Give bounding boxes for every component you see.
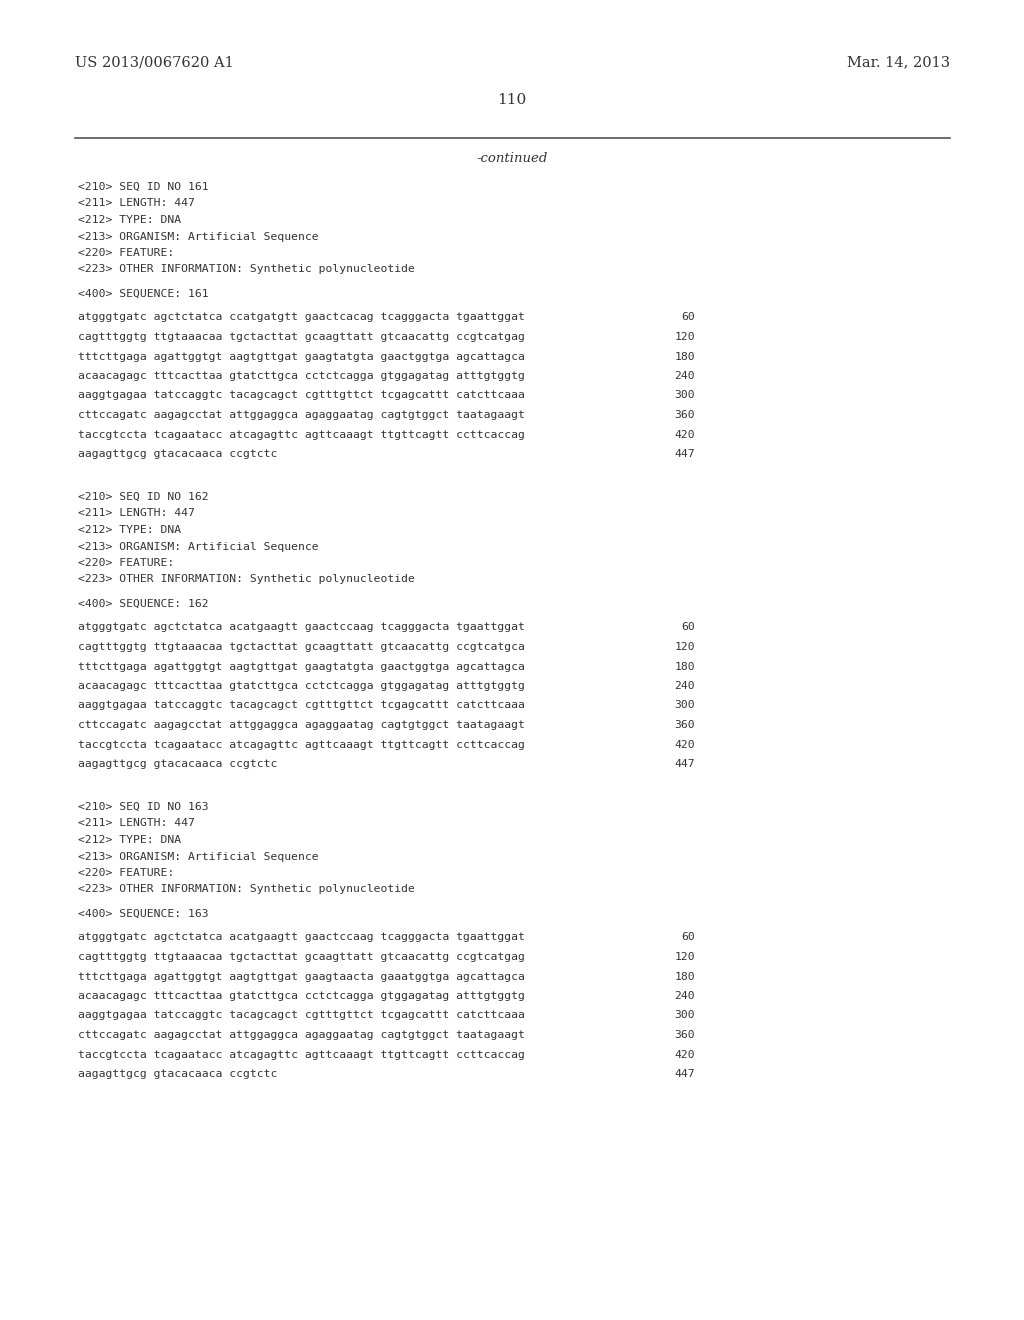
- Text: aagagttgcg gtacacaaca ccgtctc: aagagttgcg gtacacaaca ccgtctc: [78, 449, 278, 459]
- Text: 60: 60: [681, 623, 695, 632]
- Text: 60: 60: [681, 313, 695, 322]
- Text: tttcttgaga agattggtgt aagtgttgat gaagtatgta gaactggtga agcattagca: tttcttgaga agattggtgt aagtgttgat gaagtat…: [78, 351, 525, 362]
- Text: 240: 240: [675, 681, 695, 690]
- Text: 180: 180: [675, 351, 695, 362]
- Text: atgggtgatc agctctatca acatgaagtt gaactccaag tcagggacta tgaattggat: atgggtgatc agctctatca acatgaagtt gaactcc…: [78, 623, 525, 632]
- Text: acaacagagc tttcacttaa gtatcttgca cctctcagga gtggagatag atttgtggtg: acaacagagc tttcacttaa gtatcttgca cctctca…: [78, 991, 525, 1001]
- Text: -continued: -continued: [476, 152, 548, 165]
- Text: <220> FEATURE:: <220> FEATURE:: [78, 248, 174, 257]
- Text: tttcttgaga agattggtgt aagtgttgat gaagtaacta gaaatggtga agcattagca: tttcttgaga agattggtgt aagtgttgat gaagtaa…: [78, 972, 525, 982]
- Text: 240: 240: [675, 991, 695, 1001]
- Text: acaacagagc tttcacttaa gtatcttgca cctctcagga gtggagatag atttgtggtg: acaacagagc tttcacttaa gtatcttgca cctctca…: [78, 681, 525, 690]
- Text: tttcttgaga agattggtgt aagtgttgat gaagtatgta gaactggtga agcattagca: tttcttgaga agattggtgt aagtgttgat gaagtat…: [78, 661, 525, 672]
- Text: 300: 300: [675, 701, 695, 710]
- Text: <400> SEQUENCE: 162: <400> SEQUENCE: 162: [78, 599, 209, 609]
- Text: 360: 360: [675, 719, 695, 730]
- Text: atgggtgatc agctctatca acatgaagtt gaactccaag tcagggacta tgaattggat: atgggtgatc agctctatca acatgaagtt gaactcc…: [78, 932, 525, 942]
- Text: <212> TYPE: DNA: <212> TYPE: DNA: [78, 836, 181, 845]
- Text: <213> ORGANISM: Artificial Sequence: <213> ORGANISM: Artificial Sequence: [78, 851, 318, 862]
- Text: 360: 360: [675, 411, 695, 420]
- Text: 360: 360: [675, 1030, 695, 1040]
- Text: 420: 420: [675, 739, 695, 750]
- Text: 300: 300: [675, 1011, 695, 1020]
- Text: <223> OTHER INFORMATION: Synthetic polynucleotide: <223> OTHER INFORMATION: Synthetic polyn…: [78, 884, 415, 895]
- Text: <211> LENGTH: 447: <211> LENGTH: 447: [78, 508, 195, 519]
- Text: <213> ORGANISM: Artificial Sequence: <213> ORGANISM: Artificial Sequence: [78, 231, 318, 242]
- Text: 300: 300: [675, 391, 695, 400]
- Text: cagtttggtg ttgtaaacaa tgctacttat gcaagttatt gtcaacattg ccgtcatgag: cagtttggtg ttgtaaacaa tgctacttat gcaagtt…: [78, 333, 525, 342]
- Text: cttccagatc aagagcctat attggaggca agaggaatag cagtgtggct taatagaagt: cttccagatc aagagcctat attggaggca agaggaa…: [78, 1030, 525, 1040]
- Text: 120: 120: [675, 952, 695, 962]
- Text: 420: 420: [675, 1049, 695, 1060]
- Text: cttccagatc aagagcctat attggaggca agaggaatag cagtgtggct taatagaagt: cttccagatc aagagcctat attggaggca agaggaa…: [78, 411, 525, 420]
- Text: <212> TYPE: DNA: <212> TYPE: DNA: [78, 525, 181, 535]
- Text: 180: 180: [675, 661, 695, 672]
- Text: US 2013/0067620 A1: US 2013/0067620 A1: [75, 55, 233, 69]
- Text: cagtttggtg ttgtaaacaa tgctacttat gcaagttatt gtcaacattg ccgtcatgca: cagtttggtg ttgtaaacaa tgctacttat gcaagtt…: [78, 642, 525, 652]
- Text: atgggtgatc agctctatca ccatgatgtt gaactcacag tcagggacta tgaattggat: atgggtgatc agctctatca ccatgatgtt gaactca…: [78, 313, 525, 322]
- Text: <220> FEATURE:: <220> FEATURE:: [78, 869, 174, 878]
- Text: taccgtccta tcagaatacc atcagagttc agttcaaagt ttgttcagtt ccttcaccag: taccgtccta tcagaatacc atcagagttc agttcaa…: [78, 1049, 525, 1060]
- Text: <210> SEQ ID NO 162: <210> SEQ ID NO 162: [78, 492, 209, 502]
- Text: cagtttggtg ttgtaaacaa tgctacttat gcaagttatt gtcaacattg ccgtcatgag: cagtttggtg ttgtaaacaa tgctacttat gcaagtt…: [78, 952, 525, 962]
- Text: taccgtccta tcagaatacc atcagagttc agttcaaagt ttgttcagtt ccttcaccag: taccgtccta tcagaatacc atcagagttc agttcaa…: [78, 429, 525, 440]
- Text: 110: 110: [498, 92, 526, 107]
- Text: aaggtgagaa tatccaggtc tacagcagct cgtttgttct tcgagcattt catcttcaaa: aaggtgagaa tatccaggtc tacagcagct cgtttgt…: [78, 1011, 525, 1020]
- Text: aaggtgagaa tatccaggtc tacagcagct cgtttgttct tcgagcattt catcttcaaa: aaggtgagaa tatccaggtc tacagcagct cgtttgt…: [78, 701, 525, 710]
- Text: <213> ORGANISM: Artificial Sequence: <213> ORGANISM: Artificial Sequence: [78, 541, 318, 552]
- Text: cttccagatc aagagcctat attggaggca agaggaatag cagtgtggct taatagaagt: cttccagatc aagagcctat attggaggca agaggaa…: [78, 719, 525, 730]
- Text: aagagttgcg gtacacaaca ccgtctc: aagagttgcg gtacacaaca ccgtctc: [78, 759, 278, 770]
- Text: Mar. 14, 2013: Mar. 14, 2013: [847, 55, 950, 69]
- Text: aagagttgcg gtacacaaca ccgtctc: aagagttgcg gtacacaaca ccgtctc: [78, 1069, 278, 1078]
- Text: 447: 447: [675, 1069, 695, 1078]
- Text: <400> SEQUENCE: 161: <400> SEQUENCE: 161: [78, 289, 209, 300]
- Text: aaggtgagaa tatccaggtc tacagcagct cgtttgttct tcgagcattt catcttcaaa: aaggtgagaa tatccaggtc tacagcagct cgtttgt…: [78, 391, 525, 400]
- Text: 447: 447: [675, 449, 695, 459]
- Text: 120: 120: [675, 333, 695, 342]
- Text: <400> SEQUENCE: 163: <400> SEQUENCE: 163: [78, 909, 209, 919]
- Text: <211> LENGTH: 447: <211> LENGTH: 447: [78, 818, 195, 829]
- Text: taccgtccta tcagaatacc atcagagttc agttcaaagt ttgttcagtt ccttcaccag: taccgtccta tcagaatacc atcagagttc agttcaa…: [78, 739, 525, 750]
- Text: <223> OTHER INFORMATION: Synthetic polynucleotide: <223> OTHER INFORMATION: Synthetic polyn…: [78, 264, 415, 275]
- Text: <211> LENGTH: 447: <211> LENGTH: 447: [78, 198, 195, 209]
- Text: 120: 120: [675, 642, 695, 652]
- Text: 447: 447: [675, 759, 695, 770]
- Text: acaacagagc tttcacttaa gtatcttgca cctctcagga gtggagatag atttgtggtg: acaacagagc tttcacttaa gtatcttgca cctctca…: [78, 371, 525, 381]
- Text: 420: 420: [675, 429, 695, 440]
- Text: 180: 180: [675, 972, 695, 982]
- Text: <210> SEQ ID NO 161: <210> SEQ ID NO 161: [78, 182, 209, 191]
- Text: <210> SEQ ID NO 163: <210> SEQ ID NO 163: [78, 803, 209, 812]
- Text: 60: 60: [681, 932, 695, 942]
- Text: <220> FEATURE:: <220> FEATURE:: [78, 558, 174, 568]
- Text: <223> OTHER INFORMATION: Synthetic polynucleotide: <223> OTHER INFORMATION: Synthetic polyn…: [78, 574, 415, 585]
- Text: 240: 240: [675, 371, 695, 381]
- Text: <212> TYPE: DNA: <212> TYPE: DNA: [78, 215, 181, 224]
